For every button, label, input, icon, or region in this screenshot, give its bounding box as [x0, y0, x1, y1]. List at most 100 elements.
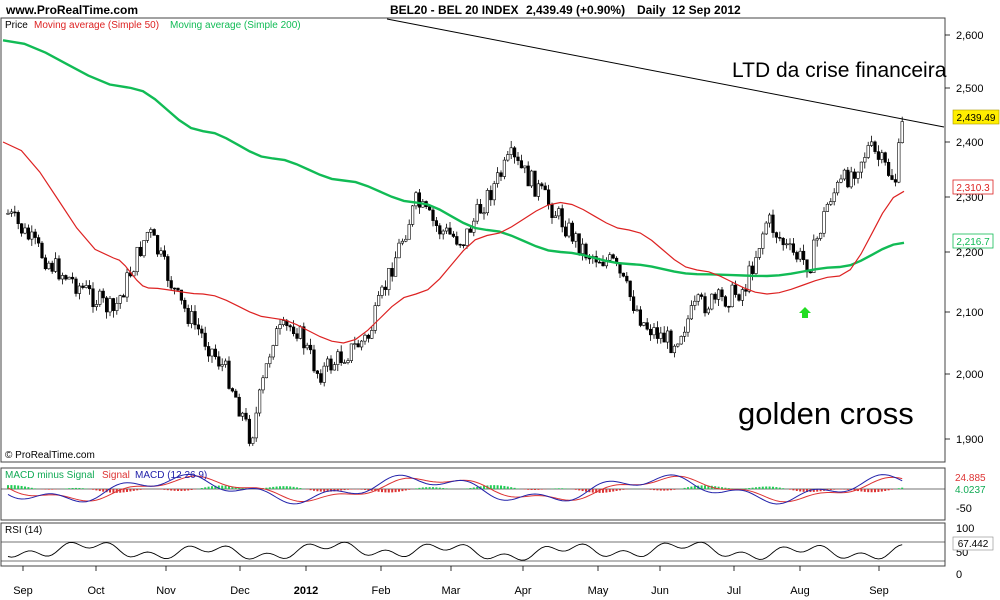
- macd-bar: [309, 489, 312, 491]
- macd-bar: [401, 489, 404, 492]
- candle-body: [689, 305, 693, 320]
- macd-tag-2: 4.0237: [955, 485, 986, 496]
- candle-body: [71, 276, 75, 280]
- price-axis: 2,600 2,500 2,400 2,300 2,200 2,100 2,000 1,900: [945, 30, 984, 446]
- macd-bar: [717, 486, 720, 489]
- macd-bar: [187, 489, 190, 491]
- copyright: © ProRealTime.com: [5, 450, 95, 461]
- price-tick-label: 2,000: [956, 369, 984, 381]
- macd-bar: [826, 489, 829, 491]
- candle-body: [217, 356, 221, 367]
- candle-body: [47, 262, 51, 270]
- macd-bar: [119, 489, 122, 493]
- candle-body: [404, 238, 408, 242]
- candle-body: [135, 246, 139, 273]
- candle-body: [842, 169, 846, 180]
- legend-ma200: Moving average (Simple 200): [170, 20, 301, 31]
- macd-bar: [163, 489, 166, 490]
- macd-bar: [744, 488, 747, 489]
- macd-bar: [398, 489, 400, 492]
- candle-body: [455, 236, 459, 245]
- candle-body: [302, 326, 306, 349]
- macd-bar: [336, 489, 339, 491]
- candle-body: [563, 226, 568, 237]
- candle-body: [356, 343, 360, 348]
- macd-bar: [816, 489, 819, 492]
- candle-body: [703, 296, 707, 314]
- macd-bar: [92, 489, 94, 490]
- macd-bar: [323, 489, 326, 492]
- candle-body: [33, 231, 37, 238]
- macd-bar: [506, 486, 509, 489]
- candle-body: [319, 373, 323, 383]
- macd-bar: [13, 485, 16, 489]
- candle-body: [771, 214, 775, 233]
- candle-body: [570, 222, 574, 242]
- candle-body: [693, 300, 697, 306]
- macd-bar: [234, 486, 237, 489]
- candle-body: [308, 344, 313, 351]
- macd-bar: [513, 487, 516, 489]
- quote-value: 2,439.49 (+0.90%): [526, 3, 626, 17]
- macd-bar: [381, 489, 383, 493]
- macd-bar: [649, 489, 652, 490]
- macd-bar: [466, 488, 468, 489]
- macd-bar: [870, 489, 873, 493]
- candle-body: [342, 362, 347, 364]
- candle-body: [764, 222, 768, 235]
- macd-bar: [122, 489, 125, 493]
- macd-bar: [207, 486, 210, 489]
- candle-body: [475, 204, 479, 222]
- macd-bar: [663, 489, 666, 491]
- macd-bar: [833, 489, 836, 490]
- up-arrow-icon: [799, 307, 811, 318]
- macd-bar: [857, 489, 859, 492]
- candle-body: [801, 250, 806, 261]
- macd-bar: [282, 486, 285, 489]
- macd-bar: [75, 487, 77, 489]
- candle-body: [557, 208, 561, 217]
- macd-bar: [472, 487, 475, 489]
- candle-body: [380, 286, 384, 296]
- macd-bar: [891, 489, 893, 490]
- macd-bar: [316, 489, 319, 492]
- macd-bar: [897, 488, 900, 489]
- candle-body: [774, 232, 778, 238]
- rsi-tick-0: 0: [956, 569, 962, 581]
- candle-body: [370, 330, 374, 339]
- candle-body: [53, 258, 58, 272]
- macd-bar: [523, 489, 526, 490]
- macd-bar: [782, 488, 785, 489]
- candlestick-series: [6, 116, 904, 447]
- candle-body: [679, 335, 683, 345]
- macd-bar: [139, 489, 142, 490]
- candle-body: [353, 343, 357, 345]
- candle-body: [101, 290, 105, 299]
- macd-bar: [670, 489, 672, 491]
- macd-bar: [802, 489, 805, 492]
- candle-body: [686, 318, 690, 333]
- macd-bar: [438, 487, 441, 489]
- candle-body: [812, 239, 816, 273]
- candle-body: [506, 154, 510, 161]
- macd-bar: [877, 489, 880, 492]
- macd-bar: [758, 486, 761, 489]
- macd-bar: [901, 487, 904, 489]
- candle-body: [105, 297, 109, 313]
- candle-body: [740, 289, 744, 301]
- candle-body: [611, 254, 615, 259]
- candle-body: [373, 305, 377, 331]
- candle-body: [757, 248, 761, 258]
- macd-bar: [700, 485, 703, 489]
- macd-bar: [136, 489, 139, 491]
- macd-bar: [265, 487, 268, 489]
- candle-body: [67, 276, 71, 280]
- macd-bar: [17, 485, 20, 489]
- candle-body: [808, 271, 812, 274]
- candle-body: [655, 327, 659, 339]
- macd-bar: [707, 485, 710, 489]
- macd-bar: [231, 486, 234, 489]
- candle-body: [393, 257, 398, 277]
- candle-body: [305, 344, 309, 349]
- candle-body: [19, 223, 24, 234]
